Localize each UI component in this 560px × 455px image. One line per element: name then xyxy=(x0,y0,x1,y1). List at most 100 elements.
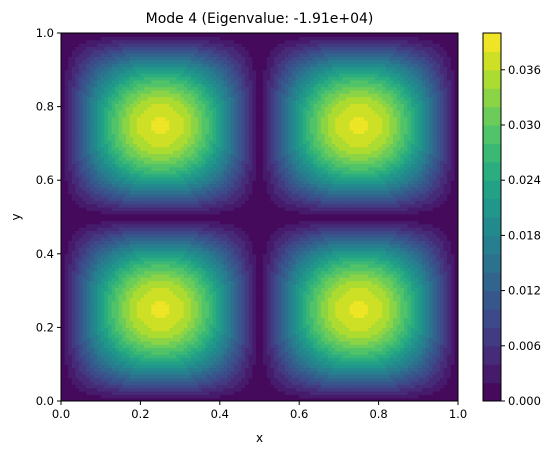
contour-cell xyxy=(295,250,300,255)
contour-cell xyxy=(342,370,347,375)
contour-cell xyxy=(320,330,326,335)
contour-cell xyxy=(299,340,304,345)
contour-cell xyxy=(144,397,149,401)
contour-cell xyxy=(89,360,95,365)
contour-cell xyxy=(389,370,394,375)
contour-cell xyxy=(122,357,127,362)
contour-cell xyxy=(367,300,372,305)
contour-cell xyxy=(115,317,120,322)
contour-cell xyxy=(140,317,145,322)
contour-cell xyxy=(201,250,206,255)
contour-cell xyxy=(360,283,365,288)
contour-cell xyxy=(118,283,123,288)
contour-cell xyxy=(277,354,282,359)
contour-cell xyxy=(144,303,149,308)
contour-cell xyxy=(371,253,376,258)
contour-cell xyxy=(144,270,149,275)
contour-cell xyxy=(118,370,123,375)
contour-cell xyxy=(288,277,293,282)
contour-cell xyxy=(111,297,116,302)
contour-cell xyxy=(227,367,232,372)
contour-cell xyxy=(454,370,458,375)
contour-cell xyxy=(443,357,448,362)
contour-cell xyxy=(382,357,387,362)
contour-cell xyxy=(219,387,225,392)
contour-cell xyxy=(320,303,326,308)
contour-cell xyxy=(317,283,322,288)
contour-cell xyxy=(454,253,458,258)
contour-cell xyxy=(374,377,380,382)
contour-cell xyxy=(111,344,116,349)
contour-cell xyxy=(403,374,409,379)
contour-cell xyxy=(425,324,430,328)
contour-cell xyxy=(374,324,380,328)
contour-cell xyxy=(97,390,102,395)
contour-cell xyxy=(320,267,326,272)
contour-cell xyxy=(299,253,304,258)
contour-cell xyxy=(418,390,423,395)
contour-cell xyxy=(212,327,217,332)
contour-cell xyxy=(147,377,152,382)
contour-cell xyxy=(172,324,178,328)
contour-cell xyxy=(237,273,243,278)
contour-cell xyxy=(180,390,185,395)
contour-cell xyxy=(245,327,250,332)
contour-cell xyxy=(169,253,174,258)
contour-cell xyxy=(259,260,264,265)
contour-cell xyxy=(252,267,257,272)
contour-cell xyxy=(111,330,116,335)
contour-cell xyxy=(118,293,123,298)
contour-cell xyxy=(346,310,351,315)
contour-cell xyxy=(393,307,398,312)
contour-cell xyxy=(414,337,419,342)
contour-cell xyxy=(201,340,206,345)
contour-cell xyxy=(328,377,333,382)
contour-cell xyxy=(259,270,264,275)
contour-cell xyxy=(378,270,383,275)
contour-cell xyxy=(320,337,326,342)
contour-cell xyxy=(346,390,351,395)
contour-cell xyxy=(288,387,293,392)
contour-cell xyxy=(320,293,326,298)
contour-cell xyxy=(360,357,365,362)
contour-cell xyxy=(208,367,214,372)
contour-cell xyxy=(125,397,131,401)
contour-cell xyxy=(414,280,419,285)
contour-cell xyxy=(205,310,210,315)
contour-cell xyxy=(288,270,293,275)
contour-cell xyxy=(346,320,351,325)
contour-cell xyxy=(418,344,423,349)
contour-cell xyxy=(432,390,437,395)
contour-cell xyxy=(378,283,383,288)
contour-cell xyxy=(104,290,109,295)
contour-cell xyxy=(64,350,69,355)
contour-cell xyxy=(299,330,304,335)
contour-cell xyxy=(270,350,275,355)
contour-cell xyxy=(403,347,409,352)
contour-cell xyxy=(291,303,297,308)
contour-cell xyxy=(338,357,344,362)
contour-cell xyxy=(331,397,336,401)
contour-cell xyxy=(328,324,333,328)
contour-cell xyxy=(328,277,333,282)
contour-cell xyxy=(187,330,192,335)
contour-cell xyxy=(89,340,95,345)
contour-cell xyxy=(61,337,66,342)
contour-cell xyxy=(356,327,362,332)
contour-cell xyxy=(414,267,419,272)
contour-cell xyxy=(277,370,282,375)
contour-cell xyxy=(201,370,206,375)
contour-cell xyxy=(306,394,311,399)
contour-cell xyxy=(432,334,437,339)
contour-cell xyxy=(324,367,329,372)
contour-cell xyxy=(104,357,109,362)
contour-cell xyxy=(176,263,181,268)
contour-cell xyxy=(299,384,304,389)
contour-cell xyxy=(374,273,380,278)
contour-cell xyxy=(263,337,268,342)
contour-cell xyxy=(248,277,253,282)
contour-cell xyxy=(180,273,185,278)
contour-cell xyxy=(310,317,315,322)
contour-cell xyxy=(180,257,185,262)
contour-cell xyxy=(320,377,326,382)
